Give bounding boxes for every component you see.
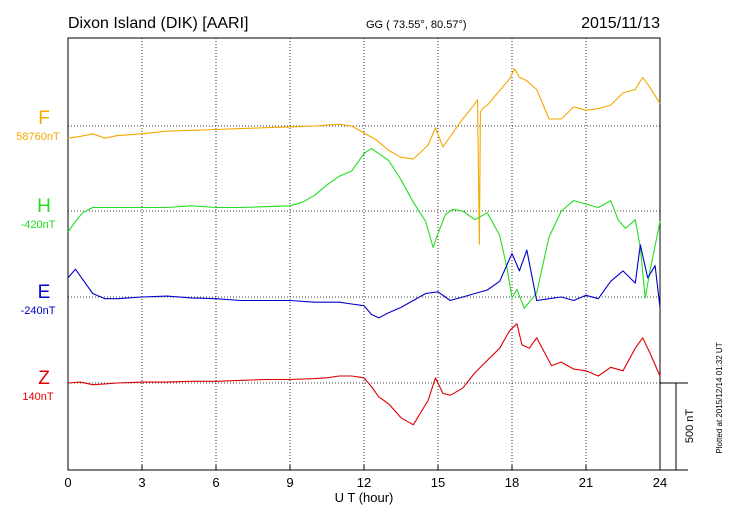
x-tick-labels: 0 3 6 9 12 15 18 21 24	[64, 465, 667, 490]
date-label: 2015/11/13	[581, 15, 660, 32]
x-axis-label: U T (hour)	[335, 490, 394, 505]
channel-baseline-z: 140nT	[22, 391, 53, 403]
series-lines	[67, 68, 661, 426]
station-title: Dixon Island (DIK) [AARI]	[68, 15, 249, 32]
scale-bar-label: 500 nT	[684, 409, 696, 444]
series-line-e	[67, 244, 661, 319]
grid-lines	[68, 38, 660, 470]
series-line-f	[67, 68, 661, 245]
channel-label-e: E	[38, 282, 51, 303]
x-tick-label: 21	[579, 475, 593, 490]
scale-bar: 500 nT	[660, 382, 696, 471]
channel-label-z: Z	[38, 368, 50, 389]
channel-labels: F 58760nT H -420nT E -240nT Z 140nT	[16, 108, 60, 403]
x-tick-label: 24	[653, 475, 667, 490]
series-line-z	[67, 323, 661, 426]
plotted-at-note: Plotted at 2015/12/14 01:32 UT	[715, 342, 724, 453]
x-tick-label: 0	[64, 475, 71, 490]
x-tick-label: 12	[357, 475, 371, 490]
x-tick-label: 9	[286, 475, 293, 490]
x-tick-label: 18	[505, 475, 519, 490]
coordinates-label: GG ( 73.55°, 80.57°)	[366, 19, 467, 31]
channel-baseline-h: -420nT	[21, 219, 56, 231]
channel-label-h: H	[37, 196, 51, 217]
x-tick-label: 6	[212, 475, 219, 490]
channel-baseline-f: 58760nT	[16, 131, 60, 143]
x-tick-label: 3	[138, 475, 145, 490]
channel-baseline-e: -240nT	[21, 305, 56, 317]
series-line-h	[67, 147, 661, 309]
channel-label-f: F	[38, 108, 50, 129]
x-tick-label: 15	[431, 475, 445, 490]
